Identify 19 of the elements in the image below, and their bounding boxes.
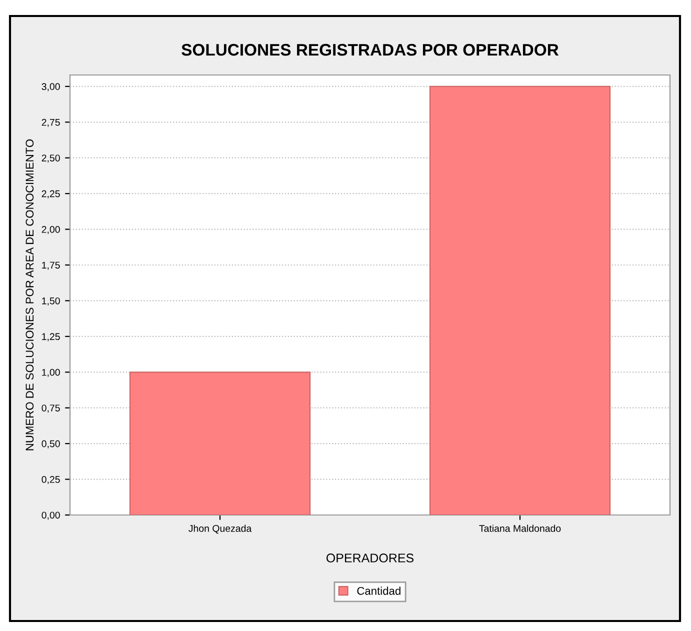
- y-tick-label: 0,75: [42, 404, 60, 413]
- y-tick-label: 1,50: [42, 297, 60, 306]
- y-tick-label: 1,25: [42, 333, 60, 342]
- x-axis-title: OPERADORES: [326, 554, 414, 562]
- y-tick-label: 2,25: [42, 190, 60, 198]
- legend-label: Cantidad: [357, 586, 400, 595]
- y-tick-label: 2,00: [42, 226, 60, 234]
- y-tick-label: 1,00: [42, 368, 60, 377]
- x-tick-label: Tatiana Maldonado: [479, 524, 561, 532]
- y-tick-label: 0,50: [42, 440, 60, 448]
- y-tick-label: 0,00: [42, 512, 60, 520]
- y-tick-label: 0,25: [42, 476, 60, 484]
- x-tick-label: Jhon Quezada: [188, 524, 252, 534]
- y-tick-label: 1,75: [42, 262, 60, 270]
- y-axis-title: NUMERO DE SOLUCIONES POR AREA DE CONOCIMIENTO: [26, 139, 34, 450]
- chart-title: SOLUCIONES REGISTRADAS POR OPERADOR: [182, 44, 559, 56]
- y-tick-label: 2,50: [42, 154, 60, 163]
- y-tick-label: 3,00: [42, 83, 60, 92]
- y-tick-label: 2,75: [42, 118, 60, 127]
